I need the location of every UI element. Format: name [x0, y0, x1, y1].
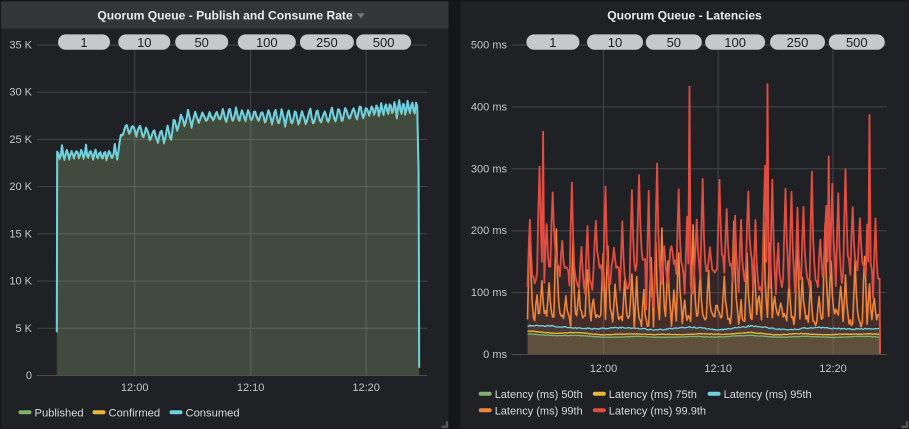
svg-text:400 ms: 400 ms	[471, 101, 508, 113]
svg-text:Confirmed: Confirmed	[109, 407, 161, 419]
svg-text:100: 100	[724, 35, 746, 50]
svg-text:12:20: 12:20	[819, 363, 847, 375]
svg-text:30 K: 30 K	[9, 87, 32, 99]
svg-text:50: 50	[667, 35, 681, 50]
svg-text:Quorum Queue - Latencies: Quorum Queue - Latencies	[607, 9, 762, 23]
svg-text:10: 10	[608, 35, 622, 50]
svg-text:5 K: 5 K	[15, 323, 32, 335]
svg-text:500: 500	[373, 35, 395, 50]
svg-text:500 ms: 500 ms	[471, 40, 508, 52]
svg-text:35 K: 35 K	[9, 40, 32, 52]
svg-text:Published: Published	[35, 407, 84, 419]
svg-text:Latency (ms) 95th: Latency (ms) 95th	[724, 389, 812, 401]
svg-text:300 ms: 300 ms	[471, 163, 508, 175]
svg-text:10 K: 10 K	[9, 276, 32, 288]
svg-text:100 ms: 100 ms	[471, 287, 508, 299]
svg-text:Latency (ms) 99th: Latency (ms) 99th	[495, 405, 583, 417]
svg-text:12:00: 12:00	[121, 382, 149, 394]
svg-text:500: 500	[846, 35, 868, 50]
svg-text:Latency (ms) 75th: Latency (ms) 75th	[609, 389, 697, 401]
svg-text:1: 1	[549, 35, 556, 50]
svg-text:Consumed: Consumed	[186, 407, 240, 419]
svg-text:0 ms: 0 ms	[483, 349, 507, 361]
svg-text:12:20: 12:20	[352, 382, 380, 394]
svg-text:20 K: 20 K	[9, 181, 32, 193]
svg-text:12:00: 12:00	[590, 363, 618, 375]
svg-text:200 ms: 200 ms	[471, 225, 508, 237]
svg-text:15 K: 15 K	[9, 228, 32, 240]
svg-text:1: 1	[80, 35, 87, 50]
svg-text:250: 250	[316, 35, 338, 50]
svg-text:250: 250	[787, 35, 809, 50]
svg-text:100: 100	[256, 35, 278, 50]
svg-text:Latency (ms) 50th: Latency (ms) 50th	[495, 389, 583, 401]
svg-text:10: 10	[137, 35, 151, 50]
svg-text:0: 0	[26, 370, 32, 382]
svg-text:12:10: 12:10	[704, 363, 732, 375]
svg-text:Quorum Queue - Publish and Con: Quorum Queue - Publish and Consume Rate	[97, 9, 353, 23]
svg-text:50: 50	[194, 35, 208, 50]
svg-text:Latency (ms) 99.9th: Latency (ms) 99.9th	[609, 405, 706, 417]
svg-text:25 K: 25 K	[9, 134, 32, 146]
svg-text:12:10: 12:10	[237, 382, 265, 394]
